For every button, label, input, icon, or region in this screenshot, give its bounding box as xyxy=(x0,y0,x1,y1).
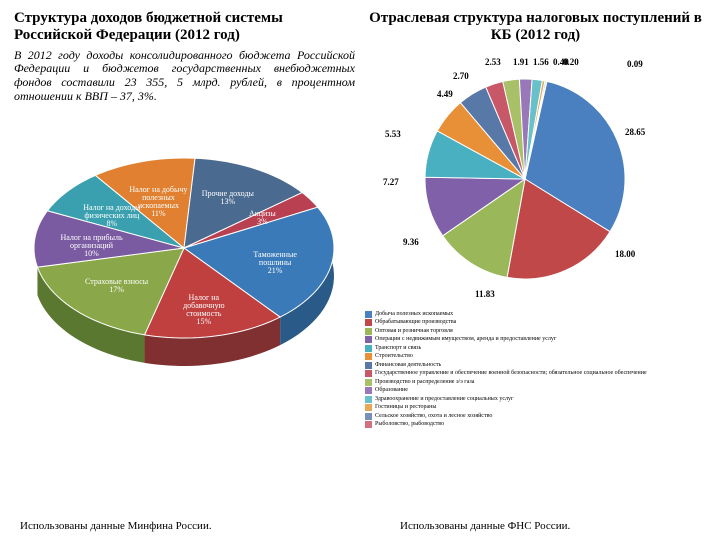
legend-swatch xyxy=(365,370,372,377)
legend-item: Государственное управление и обеспечение… xyxy=(365,370,706,378)
legend-swatch xyxy=(365,311,372,318)
legend-label: Строительство xyxy=(375,353,413,361)
legend-label: Сельское хозяйство, охота и лесное хозяй… xyxy=(375,413,492,421)
right-pie-chart: 2.531.911.560.400.200.092.704.4928.655.5… xyxy=(365,49,685,309)
legend-swatch xyxy=(365,413,372,420)
legend-swatch xyxy=(365,336,372,343)
left-desc: В 2012 году доходы консолидированного бю… xyxy=(14,49,355,104)
legend-item: Производство и распределение э/э газа xyxy=(365,379,706,387)
right-value-label: 18.00 xyxy=(615,249,635,259)
legend-item: Финансовая деятельность xyxy=(365,362,706,370)
legend-label: Гостиницы и рестораны xyxy=(375,404,436,412)
right-value-label: 2.53 xyxy=(485,57,501,67)
legend-item: Гостиницы и рестораны xyxy=(365,404,706,412)
right-value-label: 4.49 xyxy=(437,89,453,99)
right-source: Использованы данные ФНС России. xyxy=(400,520,570,532)
right-legend: Добыча полезных ископаемыхОбрабатывающие… xyxy=(365,311,706,429)
legend-label: Государственное управление и обеспечение… xyxy=(375,370,647,378)
legend-label: Транспорт и связь xyxy=(375,345,421,353)
legend-label: Финансовая деятельность xyxy=(375,362,441,370)
right-value-label: 1.56 xyxy=(533,57,549,67)
right-value-label: 0.20 xyxy=(563,57,579,67)
legend-item: Здравоохранение и предоставление социаль… xyxy=(365,396,706,404)
legend-label: Операции с недвижимым имуществом, аренда… xyxy=(375,336,556,344)
legend-label: Добыча полезных ископаемых xyxy=(375,311,453,319)
legend-swatch xyxy=(365,404,372,411)
legend-swatch xyxy=(365,353,372,360)
legend-item: Сельское хозяйство, охота и лесное хозяй… xyxy=(365,413,706,421)
legend-swatch xyxy=(365,362,372,369)
right-value-label: 1.91 xyxy=(513,57,529,67)
legend-swatch xyxy=(365,345,372,352)
legend-item: Строительство xyxy=(365,353,706,361)
legend-swatch xyxy=(365,396,372,403)
legend-swatch xyxy=(365,379,372,386)
legend-swatch xyxy=(365,387,372,394)
legend-label: Производство и распределение э/э газа xyxy=(375,379,474,387)
legend-label: Обрабатывающие производства xyxy=(375,319,456,327)
legend-swatch xyxy=(365,421,372,428)
right-value-label: 2.70 xyxy=(453,71,469,81)
left-pie-chart: Таможенные пошлины21%Налог на добавочную… xyxy=(14,108,354,408)
right-value-label: 9.36 xyxy=(403,237,419,247)
legend-item: Образование xyxy=(365,387,706,395)
legend-item: Транспорт и связь xyxy=(365,345,706,353)
legend-swatch xyxy=(365,319,372,326)
right-value-label: 11.83 xyxy=(475,289,495,299)
left-source: Использованы данные Минфина России. xyxy=(20,520,212,532)
right-value-label: 28.65 xyxy=(625,127,645,137)
legend-item: Рыболовство, рыбоводство xyxy=(365,421,706,429)
legend-label: Оптовая и розничная торговля xyxy=(375,328,453,336)
legend-item: Обрабатывающие производства xyxy=(365,319,706,327)
left-title: Структура доходов бюджетной системы Росс… xyxy=(14,10,355,45)
legend-swatch xyxy=(365,328,372,335)
right-title: Отраслевая структура налоговых поступлен… xyxy=(365,10,706,45)
legend-label: Рыболовство, рыбоводство xyxy=(375,421,444,429)
right-value-label: 5.53 xyxy=(385,129,401,139)
legend-item: Оптовая и розничная торговля xyxy=(365,328,706,336)
right-value-label: 7.27 xyxy=(383,177,399,187)
legend-label: Образование xyxy=(375,387,408,395)
right-value-label: 0.09 xyxy=(627,59,643,69)
legend-label: Здравоохранение и предоставление социаль… xyxy=(375,396,513,404)
legend-item: Добыча полезных ископаемых xyxy=(365,311,706,319)
legend-item: Операции с недвижимым имуществом, аренда… xyxy=(365,336,706,344)
